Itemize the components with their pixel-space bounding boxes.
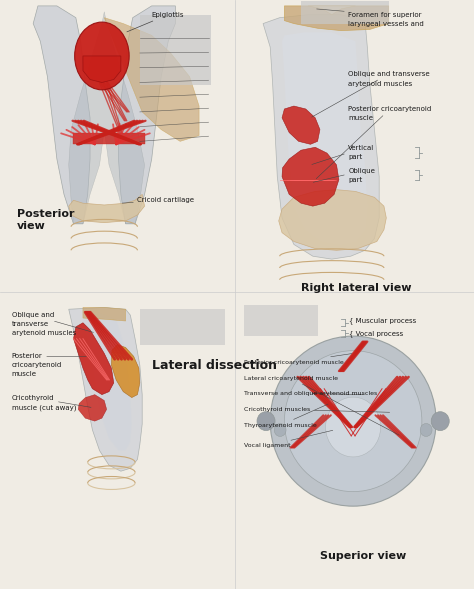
Text: Oblique: Oblique	[313, 168, 375, 182]
Text: Transverse and oblique arytenoid muscles: Transverse and oblique arytenoid muscles	[244, 391, 377, 396]
Text: muscle: muscle	[12, 371, 37, 377]
Polygon shape	[78, 395, 107, 421]
Polygon shape	[69, 194, 145, 223]
Polygon shape	[282, 147, 339, 206]
FancyBboxPatch shape	[301, 1, 389, 24]
Ellipse shape	[420, 423, 432, 436]
Polygon shape	[83, 56, 121, 82]
Text: Cricoid cartilage: Cricoid cartilage	[122, 197, 194, 203]
Ellipse shape	[284, 350, 422, 492]
Polygon shape	[279, 190, 386, 250]
Text: { Muscular process: { Muscular process	[349, 317, 417, 324]
Text: { Vocal process: { Vocal process	[349, 330, 403, 337]
Text: Oblique and transverse: Oblique and transverse	[312, 71, 430, 117]
Polygon shape	[69, 307, 142, 471]
Text: Epiglottis: Epiglottis	[127, 12, 184, 32]
Polygon shape	[282, 106, 320, 144]
Text: arytenoid muscles: arytenoid muscles	[12, 330, 76, 336]
Text: part: part	[348, 154, 363, 160]
Text: Cricothyroid: Cricothyroid	[12, 395, 91, 408]
Polygon shape	[118, 6, 175, 224]
Text: Oblique and: Oblique and	[12, 312, 93, 332]
Text: Right lateral view: Right lateral view	[301, 283, 411, 293]
Text: Thyroarytenoid muscle: Thyroarytenoid muscle	[244, 404, 328, 428]
Ellipse shape	[431, 412, 449, 431]
Text: laryngeal vessels and: laryngeal vessels and	[348, 21, 424, 27]
Polygon shape	[282, 32, 367, 244]
Text: Cricothyroid muscles: Cricothyroid muscles	[244, 407, 390, 412]
Polygon shape	[111, 345, 140, 398]
Polygon shape	[263, 15, 379, 259]
Polygon shape	[73, 133, 145, 144]
Text: cricoarytenoid: cricoarytenoid	[12, 362, 62, 368]
Polygon shape	[83, 307, 126, 321]
Text: Posterior cricoarytenoid muscle: Posterior cricoarytenoid muscle	[244, 353, 352, 365]
Text: Posterior cricoarytenoid: Posterior cricoarytenoid	[316, 106, 432, 178]
Polygon shape	[284, 6, 389, 31]
Text: part: part	[348, 177, 363, 183]
Text: Vertical: Vertical	[312, 145, 374, 164]
Text: Superior view: Superior view	[320, 551, 406, 561]
Ellipse shape	[274, 423, 286, 436]
Text: Vocal ligament: Vocal ligament	[244, 431, 333, 448]
Ellipse shape	[75, 22, 129, 90]
Text: transverse: transverse	[12, 321, 49, 327]
FancyBboxPatch shape	[244, 305, 318, 336]
Polygon shape	[33, 6, 90, 224]
Text: muscle (cut away): muscle (cut away)	[12, 404, 76, 411]
Ellipse shape	[270, 336, 436, 506]
FancyBboxPatch shape	[140, 15, 211, 85]
Ellipse shape	[257, 412, 275, 431]
Polygon shape	[104, 18, 199, 141]
FancyBboxPatch shape	[140, 309, 225, 345]
Text: arytenoid muscles: arytenoid muscles	[348, 81, 413, 87]
Polygon shape	[83, 312, 132, 451]
Ellipse shape	[326, 397, 381, 457]
Text: Posterior: Posterior	[12, 353, 86, 359]
Text: Foramen for superior: Foramen for superior	[317, 9, 422, 18]
Text: Lateral cricoarytenoid muscle: Lateral cricoarytenoid muscle	[244, 376, 399, 435]
Polygon shape	[308, 6, 356, 15]
Polygon shape	[69, 12, 145, 224]
Text: Lateral dissection: Lateral dissection	[152, 359, 277, 372]
Text: muscle: muscle	[348, 115, 374, 121]
Text: Posterior
view: Posterior view	[17, 209, 74, 231]
Polygon shape	[73, 323, 114, 395]
